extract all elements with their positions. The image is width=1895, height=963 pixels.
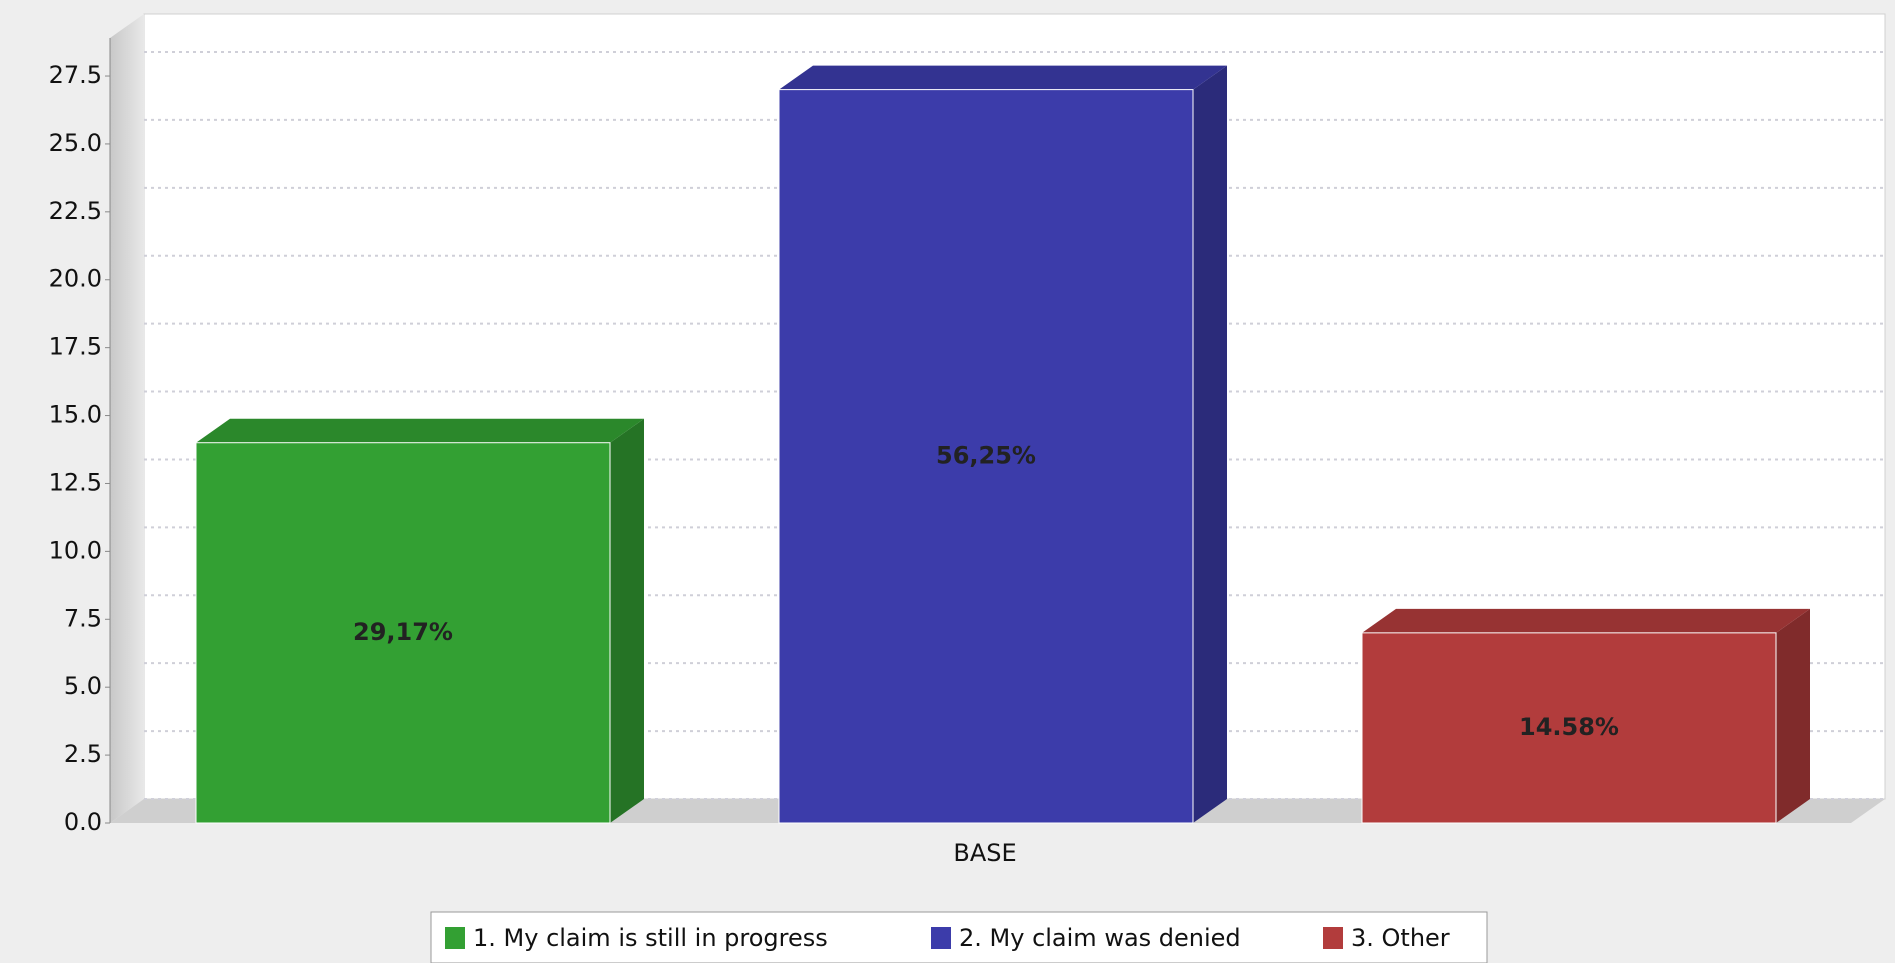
- value-label: 29,17%: [353, 618, 453, 646]
- bar-top: [1362, 608, 1810, 633]
- legend-label: 2. My claim was denied: [959, 924, 1241, 952]
- bar-top: [196, 418, 644, 443]
- y-tick-label: 0.0: [64, 808, 102, 836]
- y-tick-label: 20.0: [49, 265, 102, 293]
- y-tick-label: 25.0: [49, 129, 102, 157]
- bar-top: [779, 65, 1227, 90]
- legend-swatch: [1323, 927, 1343, 949]
- bar: [778, 89, 1194, 824]
- legend: [430, 911, 1488, 963]
- left-wall: [110, 14, 144, 823]
- y-tick-label: 2.5: [64, 740, 102, 768]
- value-label: 14.58%: [1519, 713, 1619, 741]
- bar: [1361, 632, 1777, 824]
- legend-swatch: [931, 927, 951, 949]
- value-label: 56,25%: [936, 441, 1036, 469]
- y-tick-label: 17.5: [49, 333, 102, 361]
- legend-label: 1. My claim is still in progress: [473, 924, 828, 952]
- y-tick-label: 10.0: [49, 536, 102, 564]
- y-tick-label: 27.5: [49, 61, 102, 89]
- legend-swatch: [445, 927, 465, 949]
- x-tick-label: BASE: [953, 839, 1016, 867]
- y-tick-label: 5.0: [64, 672, 102, 700]
- bar-side: [1193, 65, 1227, 823]
- legend-label: 3. Other: [1351, 924, 1450, 952]
- y-tick-label: 22.5: [49, 197, 102, 225]
- y-tick-label: 15.0: [49, 401, 102, 429]
- bar-side: [610, 418, 644, 823]
- bar-side: [1776, 608, 1810, 823]
- y-tick-label: 12.5: [49, 468, 102, 496]
- bar: [195, 442, 611, 824]
- y-tick-label: 7.5: [64, 604, 102, 632]
